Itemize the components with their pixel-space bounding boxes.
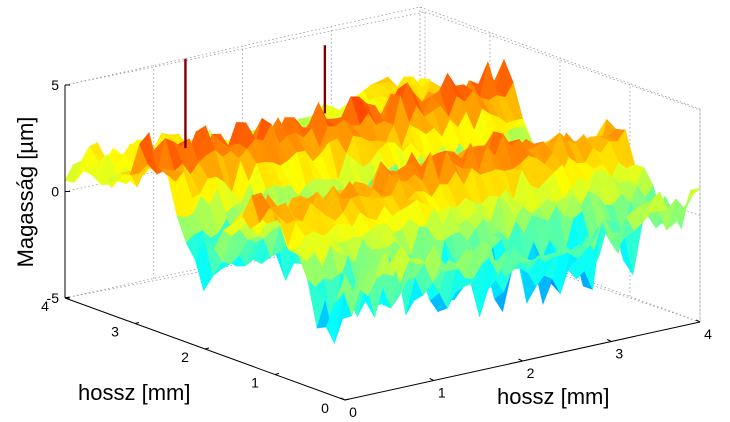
y-axis-label: hossz [mm]: [78, 380, 190, 405]
x-tick: [518, 358, 523, 362]
tick-marks: [64, 84, 701, 401]
x-tick: [695, 319, 701, 323]
z-tick-label: -5: [47, 290, 60, 306]
y-tick: [134, 322, 140, 324]
y-tick-label: 3: [111, 324, 119, 340]
y-tick-label: 0: [321, 400, 329, 416]
y-tick: [274, 373, 280, 375]
z-axis-label: Magasság [µm]: [13, 117, 38, 268]
x-tick-label: 2: [527, 365, 535, 381]
x-axis-label: hossz [mm]: [497, 384, 609, 409]
x-tick: [340, 397, 346, 401]
z-tick-label: 5: [51, 77, 59, 93]
z-tick-label: 0: [51, 184, 59, 200]
tick-labels: 0 1 2 3 4 0 1 2 3 4 5 0 -5: [41, 77, 712, 420]
surface-cell: [335, 273, 354, 303]
x-tick-label: 4: [704, 326, 712, 342]
surface-mesh: [64, 45, 701, 344]
y-tick-label: 1: [251, 375, 259, 391]
y-tick-label: 2: [181, 349, 189, 365]
x-tick-label: 0: [349, 404, 357, 420]
y-tick-label: 4: [41, 298, 49, 314]
x-tick-label: 3: [615, 346, 623, 362]
grid-line-z: [64, 6, 701, 110]
y-tick: [204, 347, 210, 350]
x-tick: [607, 339, 612, 342]
y-tick: [344, 398, 350, 401]
grid-line-z: [64, 219, 701, 323]
x-tick: [429, 378, 434, 381]
x-tick-label: 1: [438, 385, 446, 401]
